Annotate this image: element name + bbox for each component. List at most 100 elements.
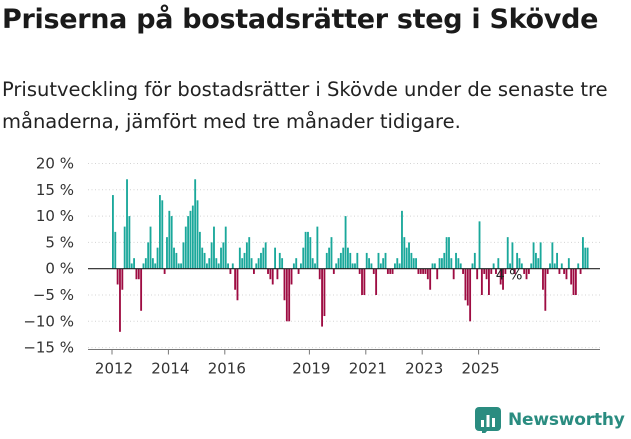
bar xyxy=(466,268,469,306)
bar xyxy=(469,268,472,322)
bar xyxy=(490,268,493,274)
bar xyxy=(516,252,519,269)
bar xyxy=(332,268,335,274)
bar xyxy=(255,263,258,269)
bar xyxy=(398,263,401,269)
bar xyxy=(586,247,589,269)
bar xyxy=(196,200,199,269)
bar xyxy=(445,237,448,269)
bar xyxy=(325,252,328,269)
bar xyxy=(250,258,253,269)
bar xyxy=(567,258,570,269)
bar xyxy=(311,258,314,269)
bar xyxy=(356,252,359,269)
bar xyxy=(436,268,439,280)
bar xyxy=(351,263,354,269)
bar xyxy=(210,242,213,269)
bar xyxy=(281,258,284,269)
bar xyxy=(156,247,159,269)
bar xyxy=(137,268,140,280)
bar xyxy=(382,258,385,269)
bar xyxy=(184,226,187,269)
bar xyxy=(135,268,138,280)
bar xyxy=(509,263,511,269)
bar xyxy=(389,268,392,274)
bar xyxy=(231,263,234,269)
bar xyxy=(347,247,349,269)
bar xyxy=(288,268,291,322)
bar xyxy=(253,268,255,274)
x-tick-label: 2023 xyxy=(405,360,443,378)
bar xyxy=(361,268,363,295)
brand-name: Newsworthy xyxy=(508,410,625,430)
bar xyxy=(433,263,436,269)
bar xyxy=(497,258,500,269)
bar xyxy=(300,263,302,269)
newsworthy-brand[interactable]: Newsworthy xyxy=(475,406,625,434)
bar xyxy=(217,263,220,269)
bar xyxy=(542,268,544,290)
bar xyxy=(464,268,467,301)
bar xyxy=(448,237,450,269)
bar xyxy=(243,252,246,269)
bar xyxy=(128,216,131,269)
bar xyxy=(222,242,225,269)
y-tick-label: 15 % xyxy=(36,181,74,199)
bar xyxy=(290,268,293,285)
bar xyxy=(339,252,342,269)
bar xyxy=(574,268,577,295)
bar xyxy=(401,210,403,269)
bar xyxy=(572,268,575,295)
bar xyxy=(462,268,464,274)
bar xyxy=(553,263,556,269)
bar xyxy=(476,268,479,280)
bar xyxy=(520,263,523,269)
bar xyxy=(379,263,382,269)
bar xyxy=(177,263,180,269)
bar xyxy=(175,252,178,269)
bar xyxy=(283,268,286,301)
bar xyxy=(257,258,260,269)
bar xyxy=(147,242,150,269)
bar xyxy=(365,252,368,269)
bar xyxy=(441,258,443,269)
bar xyxy=(565,268,568,280)
bar xyxy=(363,268,366,295)
bar xyxy=(201,247,204,269)
y-tick-label: 10 % xyxy=(36,207,74,225)
bar xyxy=(302,247,305,269)
bar xyxy=(386,268,389,274)
bar xyxy=(321,268,323,327)
x-tick-label: 2012 xyxy=(95,360,133,378)
bar xyxy=(309,237,312,269)
bar xyxy=(307,231,309,269)
y-tick-label: −5 % xyxy=(33,286,74,304)
bar xyxy=(194,179,197,269)
bar xyxy=(123,226,126,269)
bar xyxy=(429,268,432,290)
bar xyxy=(224,226,227,269)
page-title: Priserna på bostadsrätter steg i Skövde xyxy=(2,4,599,35)
bar xyxy=(354,263,356,269)
bar xyxy=(304,231,307,269)
bar xyxy=(527,268,530,274)
x-tick-label: 2019 xyxy=(292,360,330,378)
y-tick-label: 5 % xyxy=(45,233,74,251)
bar xyxy=(335,263,338,269)
bar xyxy=(485,268,488,280)
bar xyxy=(513,268,516,274)
bar xyxy=(121,268,124,290)
bar xyxy=(579,268,582,274)
bar xyxy=(187,216,190,269)
bar xyxy=(173,247,175,269)
bar xyxy=(368,258,370,269)
bar xyxy=(551,242,554,269)
bar xyxy=(424,268,427,274)
bar xyxy=(170,216,173,269)
bar xyxy=(473,252,476,269)
bar xyxy=(245,242,248,269)
bar xyxy=(337,258,340,269)
bar xyxy=(241,258,244,269)
bar xyxy=(297,268,300,274)
bar xyxy=(133,258,135,269)
